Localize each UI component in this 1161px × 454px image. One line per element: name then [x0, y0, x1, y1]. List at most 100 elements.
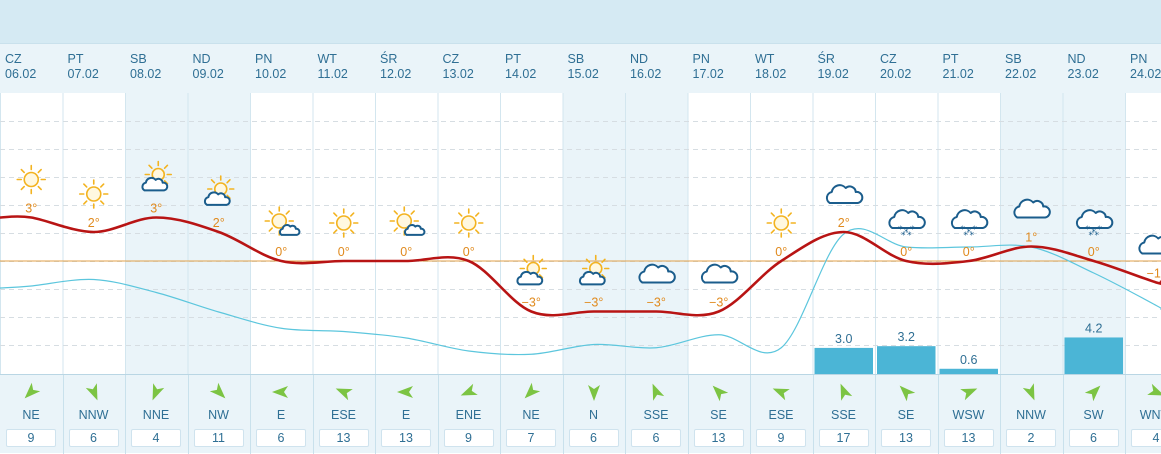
day-date: 07.02 — [67, 67, 99, 81]
wind-speed: 13 — [693, 429, 744, 447]
wind-arrow-icon — [652, 383, 665, 401]
wind-speed: 9 — [756, 429, 806, 447]
sun-icon — [453, 208, 484, 238]
wind-arrow-icon — [24, 382, 41, 399]
wind-column: SSE 17 — [813, 375, 875, 454]
precipitation-bar — [814, 347, 873, 374]
temperature-label: −3° — [647, 296, 666, 310]
precipitation-label: 0.6 — [960, 353, 977, 367]
wind-direction: SW — [1083, 408, 1104, 422]
wind-column: NW 11 — [188, 375, 250, 454]
wind-column: ESE 13 — [313, 375, 375, 454]
day-header: PT 21.02 — [938, 44, 1000, 94]
wind-direction: NE — [22, 408, 40, 422]
day-header: SB 15.02 — [562, 44, 625, 94]
sun-icon — [328, 208, 359, 238]
svg-text:*: * — [970, 231, 975, 241]
precipitation-label: 3.2 — [898, 330, 915, 344]
day-name: CZ — [5, 52, 22, 66]
column-separator — [687, 375, 689, 454]
temperature-label: 0° — [775, 245, 787, 259]
wind-arrow-icon — [1147, 383, 1161, 396]
temperature-label: 2° — [213, 216, 225, 230]
top-bar — [0, 0, 1161, 43]
wind-direction: ESE — [330, 408, 356, 422]
day-date: 13.02 — [442, 67, 474, 81]
column-separator — [1125, 375, 1126, 454]
day-name: ND — [630, 52, 649, 66]
wind-arrow-icon — [840, 383, 852, 401]
sun-cloud-icon — [389, 206, 426, 236]
temperature-label: −3° — [584, 296, 603, 310]
wind-column: SW 6 — [1063, 375, 1125, 454]
temperature-label: 0° — [963, 245, 975, 259]
column-separator — [62, 375, 64, 454]
snow-cloud-icon: * * ** * — [1075, 209, 1114, 241]
day-header: WT 18.02 — [750, 44, 812, 94]
day-date: 15.02 — [567, 67, 599, 81]
column-separator — [750, 375, 751, 454]
day-name: PT — [505, 52, 521, 66]
day-name: SB — [1005, 52, 1022, 66]
wind-speed: 9 — [6, 429, 56, 447]
day-name: SB — [130, 52, 147, 66]
svg-text:*: * — [1098, 225, 1103, 235]
cloud-icon — [638, 263, 676, 284]
day-date: 11.02 — [317, 67, 348, 81]
column-separator — [812, 375, 814, 454]
wind-arrow-icon — [587, 385, 600, 401]
wind-direction: E — [401, 408, 411, 422]
wind-speed: 11 — [193, 429, 244, 447]
day-name: ŚR — [380, 52, 398, 66]
day-date: 08.02 — [130, 67, 162, 81]
day-date: 12.02 — [380, 67, 412, 81]
cloud-icon — [825, 184, 864, 204]
wind-speed: 4 — [1131, 429, 1161, 447]
cloud-icon — [700, 263, 739, 284]
wind-column: SSE 6 — [625, 375, 687, 454]
column-separator — [187, 375, 189, 454]
wind-arrow-icon — [152, 383, 165, 401]
wind-arrow-icon — [460, 383, 478, 396]
temperature-label: 3° — [150, 202, 162, 216]
wind-speed: 6 — [256, 429, 306, 447]
column-separator — [625, 375, 626, 454]
sun-icon — [16, 164, 47, 195]
precipitation-label: 3.0 — [835, 332, 852, 346]
temperature-line — [0, 215, 1161, 317]
wind-arrow-icon — [209, 382, 225, 399]
column-separator — [250, 375, 251, 454]
wind-speed: 2 — [1006, 429, 1056, 447]
temperature-label: 0° — [400, 245, 412, 259]
precipitation-bar — [939, 368, 998, 374]
day-header: CZ 06.02 — [0, 44, 62, 94]
day-header: PT 07.02 — [63, 44, 125, 94]
wind-arrow-icon — [772, 388, 790, 401]
secondary-series-line — [0, 228, 1161, 356]
day-header: ŚR 19.02 — [813, 44, 875, 94]
wind-column: NE 7 — [500, 375, 562, 454]
svg-text:*: * — [910, 225, 915, 235]
wind-column: ESE 9 — [750, 375, 812, 454]
day-header: PN 17.02 — [688, 44, 750, 94]
wind-column: NNW 6 — [63, 375, 125, 454]
wind-direction: NNE — [142, 408, 170, 422]
wind-column: WNW 4 — [1125, 375, 1161, 454]
wind-direction: SSE — [830, 408, 856, 422]
wind-speed: 13 — [381, 429, 431, 447]
day-header: WT 11.02 — [313, 44, 375, 94]
day-header: PN 24.02 — [1125, 44, 1161, 94]
temperature-label: −3° — [709, 296, 728, 310]
column-separator — [562, 375, 564, 454]
day-date: 06.02 — [5, 67, 37, 81]
day-date: 17.02 — [692, 67, 724, 81]
temperature-label: 0° — [463, 245, 475, 259]
wind-column: NNE 4 — [125, 375, 187, 454]
wind-speed: 6 — [568, 429, 619, 447]
snow-cloud-icon: * * ** * — [950, 209, 989, 241]
day-name: PN — [1130, 52, 1148, 66]
wind-speed: 17 — [818, 429, 869, 447]
wind-direction: NW — [208, 408, 229, 422]
day-header: PN 10.02 — [250, 44, 312, 94]
